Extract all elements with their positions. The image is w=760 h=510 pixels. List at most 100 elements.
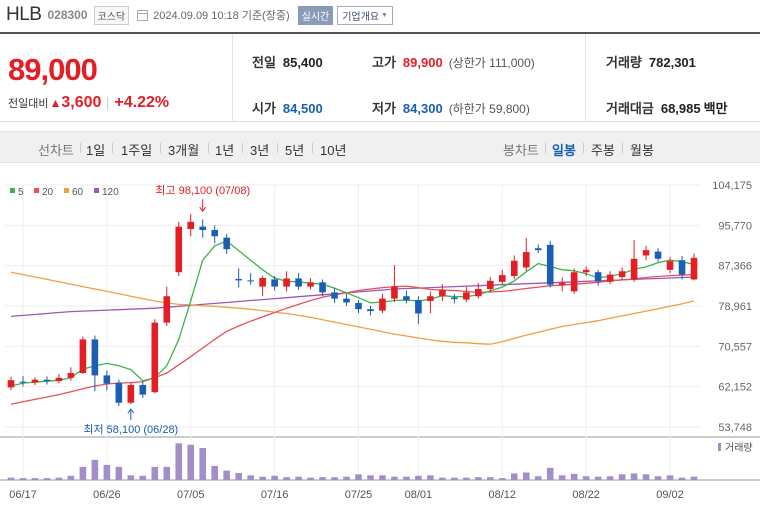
divider (232, 34, 233, 122)
candle-chart-tab[interactable]: 봉차트 (503, 143, 539, 158)
volume-bar (690, 476, 698, 480)
candle-weekly[interactable]: 주봉 (591, 143, 615, 158)
candle-body (582, 269, 590, 273)
volume-bar (439, 477, 446, 480)
volume-bar (79, 466, 87, 480)
volume-bar (187, 444, 195, 480)
period-5y[interactable]: 5년 (285, 143, 305, 158)
divider (160, 143, 161, 153)
ma5-line (10, 240, 695, 387)
divider (312, 143, 313, 153)
up-arrow-icon (127, 408, 135, 414)
candle-body (163, 296, 171, 323)
candle-body (522, 252, 530, 268)
prev-close-stat: 전일 85,400 (252, 52, 323, 71)
volume-bar (427, 475, 434, 480)
candlestick-chart[interactable]: 104,175 95,770 87,366 78,961 70,557 62,152 53,… (0, 175, 760, 510)
volume-bar (558, 475, 566, 480)
period-3y[interactable]: 3년 (250, 143, 270, 158)
open-label: 시가 (252, 101, 276, 116)
open-value: 84,500 (282, 101, 323, 116)
volume-bar (307, 477, 314, 480)
x-tick-label: 08/22 (572, 489, 600, 501)
volume-bar (67, 475, 75, 480)
volume-bar (127, 475, 135, 480)
line-chart-tab[interactable]: 선차트 (38, 143, 74, 158)
candle-body (307, 282, 314, 287)
legend-swatch (94, 188, 99, 193)
candle-body (367, 309, 374, 312)
chart-toolbar: 선차트 1일 1주일 3개월 1년 3년 5년 10년 봉차트 일봉 주봉 월봉 (0, 131, 760, 163)
period-1d[interactable]: 1일 (86, 143, 106, 158)
period-10y[interactable]: 10년 (320, 143, 347, 158)
candle-body (379, 298, 386, 311)
candle-body (67, 373, 75, 378)
period-3m[interactable]: 3개월 (168, 143, 200, 158)
volume-bar (7, 477, 15, 480)
candle-body (618, 271, 626, 278)
volume-bar (570, 473, 578, 480)
y-tick-label: 95,770 (718, 220, 752, 232)
volume-value: 782,301 (648, 55, 696, 70)
volume-bar (283, 477, 290, 480)
candle-body (103, 375, 111, 384)
x-tick-label: 07/25 (345, 489, 373, 501)
realtime-button[interactable]: 실시간 (297, 5, 334, 25)
change-label: 전일대비 (8, 98, 49, 110)
candle-body (391, 286, 398, 299)
volume-bar (235, 472, 242, 480)
candle-body (558, 282, 566, 285)
volume-bar (259, 476, 266, 480)
candle-body (295, 278, 302, 287)
legend-label: 60 (72, 187, 84, 198)
volume-bar (487, 477, 494, 480)
candle-body (271, 279, 278, 287)
high-label: 고가 (372, 55, 396, 70)
candle-body (451, 297, 458, 300)
volume-label: 거래량 (606, 55, 642, 70)
volume-bar (151, 466, 159, 480)
candle-body (415, 300, 422, 314)
market-badge: 코스닥 (93, 5, 130, 25)
low-annotation: 최저 58,100 (06/28) (83, 423, 178, 436)
divider (242, 143, 243, 153)
candle-body (510, 260, 518, 277)
y-tick-label: 70,557 (718, 341, 752, 353)
divider (545, 143, 546, 153)
candle-monthly[interactable]: 월봉 (630, 143, 654, 158)
prev-close-value: 85,400 (282, 55, 323, 70)
candle-body (534, 248, 542, 251)
volume-bar (223, 470, 230, 480)
volume-bar (295, 476, 302, 480)
company-info-dropdown[interactable]: 기업개요 ▼ (337, 5, 393, 25)
change-percent: +4.22% (114, 94, 170, 111)
stock-header: HLB 028300 코스닥 2024.09.09 10:18 기준(장중) 실… (0, 0, 760, 30)
x-tick-label: 09/02 (656, 489, 684, 501)
y-tick-label: 53,748 (718, 422, 752, 434)
high-annotation: 최고 98,100 (07/08) (155, 184, 250, 197)
stock-chart[interactable]: 104,175 95,770 87,366 78,961 70,557 62,152 53,… (0, 175, 760, 510)
volume-bar (91, 459, 99, 480)
candle-daily[interactable]: 일봉 (552, 143, 576, 158)
volume-bar (367, 475, 374, 480)
legend-label: 5 (18, 187, 24, 198)
legend-label: 20 (42, 187, 54, 198)
candle-body (546, 244, 554, 285)
candle-body (487, 280, 494, 290)
period-1y[interactable]: 1년 (215, 143, 235, 158)
candle-body (283, 278, 290, 287)
legend-swatch (34, 188, 39, 193)
divider (107, 96, 109, 110)
volume-bar (654, 476, 662, 480)
volume-legend-label: 거래량 (725, 442, 753, 454)
divider (80, 143, 81, 153)
amount-value: 68,985 (660, 101, 701, 116)
volume-bar (606, 476, 614, 480)
volume-bar (475, 477, 482, 480)
period-1w[interactable]: 1주일 (121, 143, 153, 158)
upper-limit-value: 111,000) (489, 56, 535, 70)
x-tick-label: 07/16 (261, 489, 289, 501)
candle-body (79, 339, 87, 374)
volume-bar (175, 443, 183, 480)
volume-bar (582, 476, 590, 480)
